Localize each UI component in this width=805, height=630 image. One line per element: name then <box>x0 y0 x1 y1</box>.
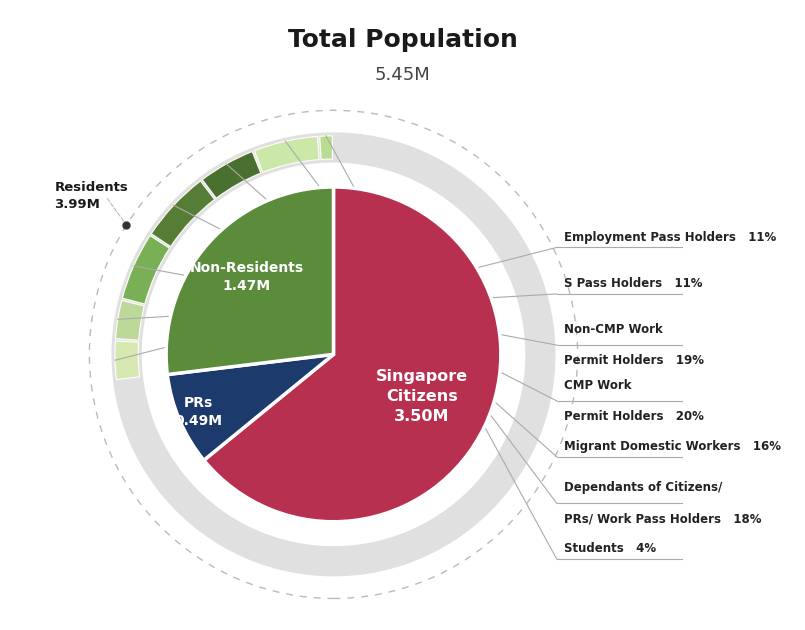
Text: Students   4%: Students 4% <box>564 542 656 556</box>
Wedge shape <box>111 132 555 576</box>
Wedge shape <box>115 341 139 380</box>
Text: Migrant Domestic Workers   16%: Migrant Domestic Workers 16% <box>564 440 781 453</box>
Wedge shape <box>167 354 333 461</box>
Text: Employment Pass Holders   11%: Employment Pass Holders 11% <box>564 231 776 244</box>
Wedge shape <box>122 236 170 304</box>
Text: PRs
0.49M: PRs 0.49M <box>175 396 223 428</box>
Text: Total Population: Total Population <box>287 28 518 52</box>
Text: Dependants of Citizens/: Dependants of Citizens/ <box>564 481 722 494</box>
Wedge shape <box>116 301 144 340</box>
Text: S Pass Holders   11%: S Pass Holders 11% <box>564 277 702 290</box>
Wedge shape <box>166 187 333 375</box>
Text: Non-CMP Work: Non-CMP Work <box>564 323 663 336</box>
Wedge shape <box>167 354 333 461</box>
Text: 5.45M: 5.45M <box>374 66 431 84</box>
Wedge shape <box>204 187 501 522</box>
Wedge shape <box>142 164 524 545</box>
Text: Permit Holders   20%: Permit Holders 20% <box>564 410 704 423</box>
Wedge shape <box>142 164 524 545</box>
Text: CMP Work: CMP Work <box>564 379 631 392</box>
Text: Residents
3.99M: Residents 3.99M <box>55 181 128 211</box>
Text: Non-Residents
1.47M: Non-Residents 1.47M <box>189 261 303 294</box>
Text: PRs/ Work Pass Holders   18%: PRs/ Work Pass Holders 18% <box>564 512 762 525</box>
Text: Singapore
Citizens
3.50M: Singapore Citizens 3.50M <box>376 369 468 423</box>
Wedge shape <box>166 187 333 375</box>
Text: Permit Holders   19%: Permit Holders 19% <box>564 354 704 367</box>
Wedge shape <box>151 181 215 246</box>
Wedge shape <box>202 152 261 198</box>
Wedge shape <box>204 187 501 522</box>
Wedge shape <box>254 137 319 173</box>
Wedge shape <box>320 136 332 159</box>
